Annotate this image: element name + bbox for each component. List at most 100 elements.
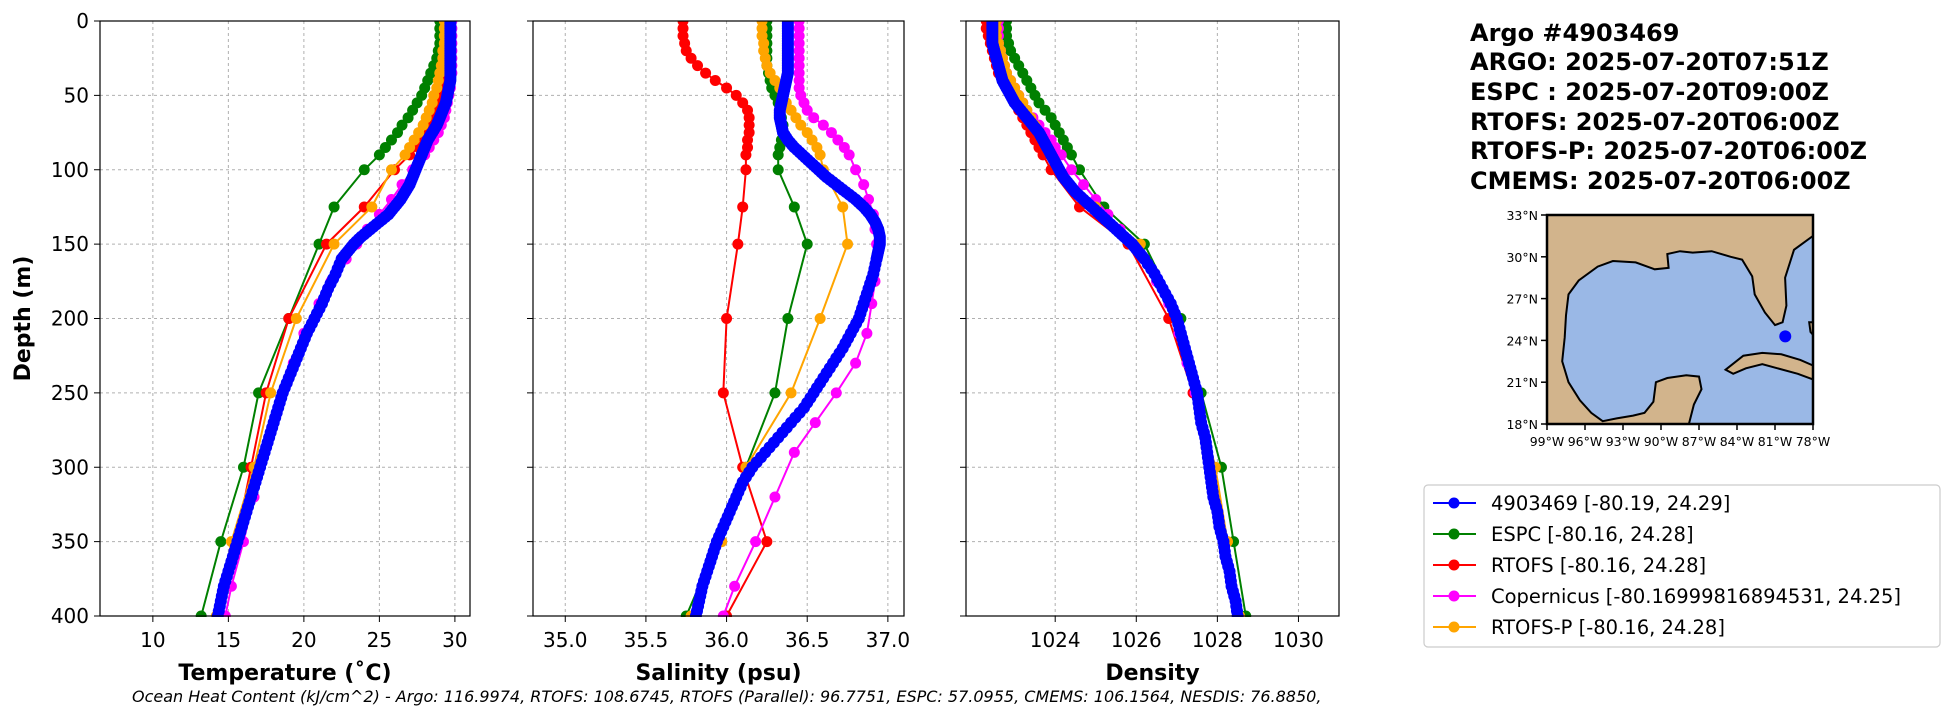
x-tick-label: 25 — [367, 628, 392, 652]
data-point-rtofs — [700, 67, 712, 79]
map-lon-label: 93°W — [1606, 434, 1641, 449]
data-point-rtofs — [321, 238, 333, 250]
x-tick-label: 1024 — [1030, 628, 1081, 652]
x-axis-label: Temperature (˚C) — [178, 661, 391, 686]
map-lon-label: 78°W — [1796, 434, 1831, 449]
data-point-copernicus — [861, 327, 873, 339]
data-point-copernicus — [1078, 179, 1090, 191]
legend-label: RTOFS [-80.16, 24.28] — [1491, 554, 1706, 577]
data-point-espc — [769, 387, 781, 399]
x-tick-label: 1030 — [1273, 628, 1324, 652]
y-tick-label: 400 — [51, 604, 89, 628]
panel-1: 0 50 100 150 200 250 300 350 400 10 15 20 25 30 Temper… — [11, 0, 475, 686]
map-lon-label: 81°W — [1758, 434, 1793, 449]
data-point-rtofs_p — [814, 313, 826, 324]
data-point-espc — [772, 149, 784, 161]
title-rtofs-time: RTOFS: 2025-07-20T06:00Z — [1470, 108, 1840, 136]
data-point-rtofs — [730, 89, 742, 101]
data-point-rtofs — [721, 313, 733, 324]
x-tick-label: 1026 — [1111, 628, 1162, 652]
data-point-rtofs_p — [399, 149, 411, 161]
legend-marker — [1448, 559, 1460, 571]
legend-item-copernicus: Copernicus [-80.16999816894531, 24.25] — [1433, 585, 1901, 608]
top-mask — [528, 0, 909, 21]
data-point-espc — [385, 134, 397, 146]
bottom-mask — [961, 617, 1344, 627]
title-float-id: Argo #4903469 — [1470, 19, 1679, 47]
data-point-rtofs — [685, 52, 697, 64]
map-lat-label: 24°N — [1506, 333, 1538, 348]
data-point-copernicus — [817, 119, 829, 131]
data-point-copernicus — [850, 164, 862, 176]
data-point-copernicus — [801, 104, 813, 116]
data-point-rtofs_p — [328, 238, 340, 250]
legend-item-espc: ESPC [-80.16, 24.28] — [1433, 523, 1694, 546]
data-point-espc — [373, 149, 385, 161]
data-point-rtofs_p — [366, 201, 378, 213]
data-point-rtofs_p — [265, 387, 277, 399]
title-cmems-time: CMEMS: 2025-07-20T06:00Z — [1470, 167, 1851, 195]
profile-panels: 0 50 100 150 200 250 300 350 400 10 15 20 25 30 Temper… — [11, 0, 1344, 686]
y-axis-label: Depth (m) — [11, 256, 36, 382]
data-point-espc — [237, 461, 249, 473]
data-point-espc — [1074, 164, 1086, 176]
map-lon-label: 96°W — [1568, 434, 1603, 449]
x-tick-label: 35.0 — [543, 628, 588, 652]
series-argo — [211, 15, 457, 622]
y-tick-label: 150 — [51, 232, 89, 256]
data-point-rtofs — [709, 75, 721, 86]
data-point-rtofs — [358, 201, 370, 213]
data-point-rtofs — [737, 201, 749, 213]
legend-item-rtofs_p: RTOFS-P [-80.16, 24.28] — [1433, 616, 1725, 639]
x-tick-label: 10 — [140, 628, 165, 652]
title-block: Argo #4903469 ARGO: 2025-07-20T07:51Z ES… — [1470, 19, 1867, 195]
data-point-copernicus — [830, 387, 842, 399]
data-point-copernicus — [750, 536, 762, 548]
map-lat-label: 21°N — [1506, 375, 1538, 390]
legend-item-rtofs: RTOFS [-80.16, 24.28] — [1433, 554, 1706, 577]
data-point-copernicus — [1065, 164, 1077, 176]
title-espc-time: ESPC : 2025-07-20T09:00Z — [1470, 78, 1829, 106]
data-point-rtofs_p — [785, 387, 797, 399]
argo-location-marker — [1779, 330, 1792, 343]
data-point-copernicus — [769, 491, 781, 503]
panel-3: 1024 1026 1028 1030 Density — [960, 0, 1344, 686]
data-point-rtofs — [721, 82, 733, 94]
data-point-espc — [392, 127, 404, 139]
data-point-copernicus — [843, 149, 855, 161]
data-point-copernicus — [788, 446, 800, 458]
legend-box — [1423, 484, 1941, 648]
data-point-espc — [788, 201, 800, 213]
data-point-rtofs — [740, 164, 752, 176]
data-point-copernicus — [809, 417, 821, 429]
map-frame — [1545, 213, 1815, 426]
x-tick-label: 15 — [216, 628, 241, 652]
data-point-espc — [801, 238, 813, 250]
map-lat-label: 18°N — [1506, 417, 1538, 432]
legend-label: Copernicus [-80.16999816894531, 24.25] — [1491, 585, 1901, 608]
data-point-rtofs — [761, 536, 773, 548]
map-lat-label: 33°N — [1506, 208, 1538, 223]
x-axis-label: Density — [1105, 661, 1199, 686]
y-tick-label: 200 — [51, 307, 89, 331]
data-point-espc — [328, 201, 340, 213]
x-tick-label: 35.5 — [624, 628, 669, 652]
data-point-copernicus — [858, 179, 870, 191]
data-point-rtofs — [732, 238, 744, 250]
data-point-espc — [1039, 104, 1051, 116]
x-tick-label: 36.5 — [785, 628, 830, 652]
data-point-espc — [402, 112, 414, 124]
legend-label: RTOFS-P [-80.16, 24.28] — [1491, 616, 1725, 639]
data-point-espc — [215, 536, 227, 548]
y-tick-label: 0 — [76, 9, 89, 33]
map-lon-label: 99°W — [1530, 434, 1565, 449]
legend: 4903469 [-80.19, 24.29] ESPC [-80.16, 24.… — [1423, 484, 1941, 648]
y-tick-label: 100 — [51, 158, 89, 182]
data-point-rtofs_p — [290, 313, 302, 324]
data-point-rtofs — [717, 387, 729, 399]
map-lat-label: 27°N — [1506, 292, 1538, 307]
bottom-mask — [95, 617, 475, 627]
data-point-espc — [358, 164, 370, 176]
data-point-espc — [782, 313, 794, 324]
